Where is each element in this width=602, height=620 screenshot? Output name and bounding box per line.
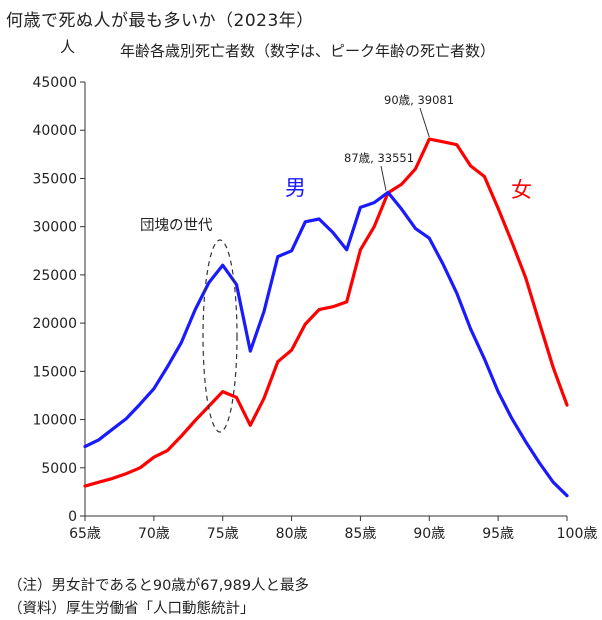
x-tick-label: 85歳	[345, 526, 377, 542]
y-tick-label: 40000	[32, 123, 77, 139]
y-tick-label: 15000	[32, 364, 77, 380]
y-tick-label: 10000	[32, 413, 77, 429]
baby-boomer-label: 団塊の世代	[140, 217, 213, 234]
y-tick-label: 35000	[32, 171, 77, 187]
y-tick-label: 5000	[41, 461, 77, 477]
female-peak-label: 90歳, 39081	[384, 93, 454, 107]
x-tick-label: 90歳	[413, 526, 445, 542]
y-tick-label: 0	[68, 509, 77, 525]
page-title: 何歳で死ぬ人が最も多いか（2023年）	[6, 11, 314, 31]
x-tick-label: 70歳	[138, 526, 170, 542]
note-source: （資料）厚生労働省「人口動態統計」	[8, 601, 255, 617]
series-line-male	[83, 190, 569, 498]
chart-subtitle: 年齢各歳別死亡者数（数字は、ピーク年齢の死亡者数）	[120, 42, 496, 60]
x-tick-label: 75歳	[207, 526, 239, 542]
x-tick-label: 100歳	[557, 526, 598, 542]
y-tick-label: 25000	[32, 268, 77, 284]
death-count-chart: 0 5000 10000 15000 20000 25000 30000 35000 40000…	[32, 75, 598, 542]
y-tick-label: 20000	[32, 316, 77, 332]
male-peak-leader	[380, 165, 387, 191]
male-peak-label: 87歳, 33551	[344, 151, 414, 165]
y-tick-label: 45000	[32, 75, 77, 91]
female-series-label: 女	[511, 178, 532, 202]
male-series-label: 男	[285, 176, 306, 200]
x-tick-label: 80歳	[276, 526, 308, 542]
female-peak-leader	[419, 107, 430, 138]
note-total: （注）男女計であると90歳が67,989人と最多	[8, 578, 310, 594]
series-line-female	[83, 137, 569, 488]
y-tick-label: 30000	[32, 220, 77, 236]
x-tick-label: 65歳	[69, 526, 101, 542]
x-tick-label: 95歳	[482, 526, 514, 542]
baby-boomer-ellipse	[202, 239, 238, 433]
y-axis-unit: 人	[60, 38, 76, 56]
